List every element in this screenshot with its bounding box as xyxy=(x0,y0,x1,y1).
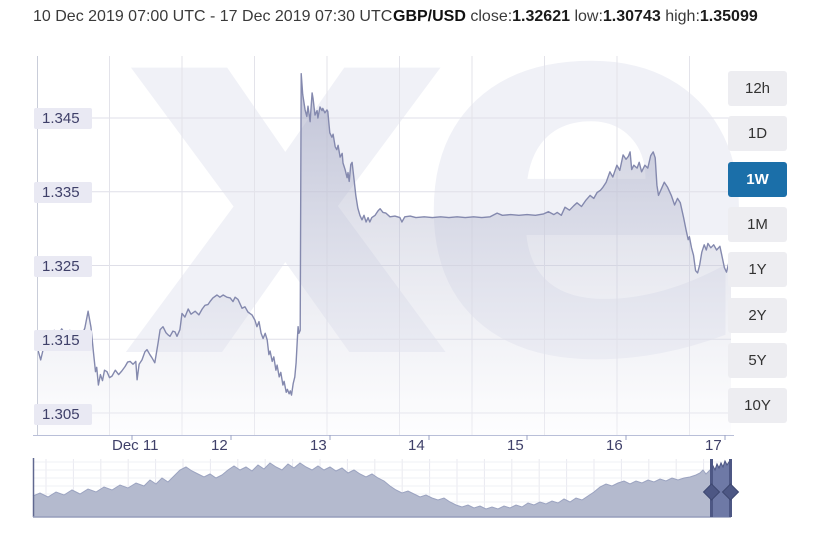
range-button-1w[interactable]: 1W xyxy=(728,162,787,197)
navigator-selection[interactable] xyxy=(33,459,731,517)
range-button-10y[interactable]: 10Y xyxy=(728,388,787,423)
x-axis-label: 15 xyxy=(507,437,524,454)
low-label: low: xyxy=(574,8,603,25)
range-button-1d[interactable]: 1D xyxy=(728,116,787,151)
x-axis-label: 16 xyxy=(606,437,623,454)
x-axis-label: 13 xyxy=(310,437,327,454)
range-button-12h[interactable]: 12h xyxy=(728,71,787,106)
right-drag-handle-icon[interactable] xyxy=(721,483,740,501)
range-button-5y[interactable]: 5Y xyxy=(728,343,787,378)
y-axis-label: 1.335 xyxy=(34,181,92,203)
quote-summary: GBP/USD close:1.32621 low:1.30743 high:1… xyxy=(393,8,758,26)
y-axis-label: 1.305 xyxy=(34,403,92,425)
low-value: 1.30743 xyxy=(602,8,661,25)
x-axis-label: 17 xyxy=(705,437,722,454)
y-axis-label: 1.315 xyxy=(34,329,92,351)
x-axis-label: Dec 11 xyxy=(112,437,159,454)
currency-pair-label: GBP/USD xyxy=(393,8,466,25)
x-axis-label: 14 xyxy=(408,437,425,454)
range-button-1y[interactable]: 1Y xyxy=(728,252,787,287)
close-label: close: xyxy=(470,8,513,25)
chart-header: 10 Dec 2019 07:00 UTC - 17 Dec 2019 07:3… xyxy=(33,8,803,26)
navigator[interactable] xyxy=(32,458,732,518)
high-label: high: xyxy=(665,8,700,25)
range-button-1m[interactable]: 1M xyxy=(728,207,787,242)
left-drag-handle-icon[interactable] xyxy=(702,483,721,501)
navigator-handles[interactable] xyxy=(702,459,740,517)
range-button-2y[interactable]: 2Y xyxy=(728,298,787,333)
date-range-label: 10 Dec 2019 07:00 UTC - 17 Dec 2019 07:3… xyxy=(33,8,393,25)
y-axis-label: 1.345 xyxy=(34,107,92,129)
x-axis-label: 12 xyxy=(211,437,228,454)
main-series[interactable] xyxy=(37,73,731,435)
high-value: 1.35099 xyxy=(699,8,758,25)
close-value: 1.32621 xyxy=(512,8,570,25)
y-axis-label: 1.325 xyxy=(34,255,92,277)
